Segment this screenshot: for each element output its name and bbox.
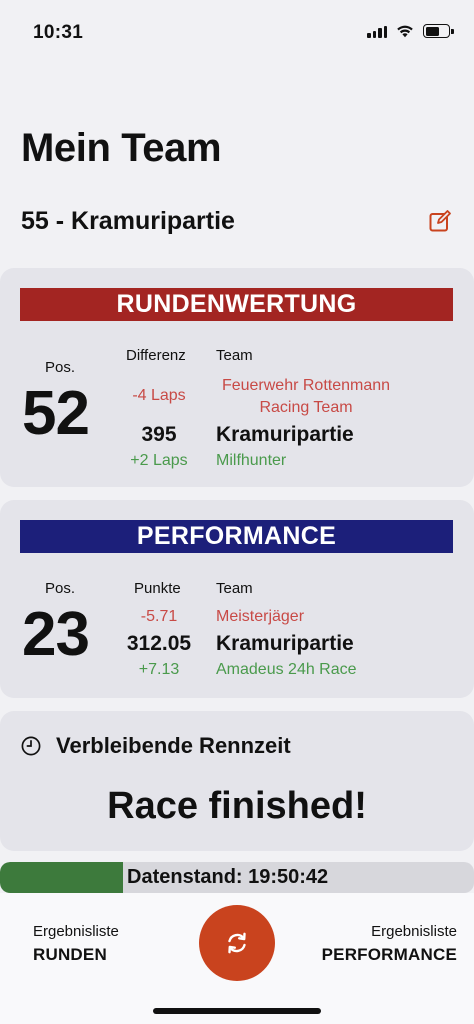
rounds-below-team: Milfhunter: [216, 452, 287, 469]
results-rounds-link[interactable]: Ergebnisliste RUNDEN: [33, 923, 119, 965]
refresh-button[interactable]: [199, 905, 275, 981]
signal-icon: [367, 24, 387, 38]
performance-own-team: Kramuripartie: [216, 632, 354, 655]
rounds-card: RUNDENWERTUNG Pos. 52 Differenz Team -4 …: [0, 268, 474, 487]
data-status-label: Datenstand: 19:50:42: [127, 866, 329, 888]
rounds-above-team: Feuerwehr Rottenmann Racing Team: [216, 375, 396, 419]
results-rounds-small: Ergebnisliste: [33, 923, 119, 940]
performance-above-team: Meisterjäger: [216, 608, 305, 625]
performance-own-value: 312.05: [126, 632, 192, 655]
data-status-bar: Datenstand: 19:50:42: [0, 862, 474, 893]
rounds-own-value: 395: [141, 423, 177, 446]
team-name: 55 - Kramuripartie: [21, 207, 235, 235]
results-performance-link[interactable]: Ergebnisliste PERFORMANCE: [322, 923, 457, 965]
rounds-pos-value: 52: [22, 379, 90, 448]
results-rounds-big: RUNDEN: [33, 945, 107, 964]
battery-fill: [425, 26, 439, 36]
battery-icon: [423, 24, 454, 38]
race-time-card: Verbleibende Rennzeit Race finished!: [0, 711, 474, 851]
performance-pos-value: 23: [22, 600, 90, 669]
rounds-above-team-line1: Feuerwehr Rottenmann: [221, 377, 391, 394]
rounds-col-team: Team: [216, 347, 253, 364]
rounds-above-diff: -4 Laps: [132, 387, 186, 404]
refresh-icon: [228, 932, 246, 954]
edit-icon[interactable]: [428, 209, 452, 233]
performance-below-diff: +7.13: [138, 661, 180, 678]
status-time: 10:31: [33, 22, 84, 43]
rounds-own-team: Kramuripartie: [216, 423, 354, 446]
performance-banner: PERFORMANCE: [20, 520, 453, 553]
race-status: Race finished!: [107, 785, 367, 827]
results-performance-big: PERFORMANCE: [321, 945, 457, 964]
data-status-fill: [0, 862, 124, 893]
performance-pos-label: Pos.: [45, 580, 76, 597]
page-title: Mein Team: [21, 126, 222, 170]
status-bar: 10:31: [0, 0, 474, 64]
rounds-pos-label: Pos.: [45, 359, 76, 376]
rounds-above-team-line2: Racing Team: [259, 399, 353, 416]
home-indicator[interactable]: [153, 1008, 321, 1014]
rounds-below-diff: +2 Laps: [130, 452, 188, 469]
results-performance-small: Ergebnisliste: [371, 923, 457, 940]
performance-above-diff: -5.71: [140, 608, 178, 625]
rounds-banner: RUNDENWERTUNG: [20, 288, 453, 321]
performance-col-points: Punkte: [134, 580, 181, 597]
performance-below-team: Amadeus 24h Race: [216, 661, 357, 678]
status-icons: [367, 24, 454, 38]
clock-icon: [21, 736, 41, 756]
rounds-col-diff: Differenz: [126, 347, 186, 364]
performance-col-team: Team: [216, 580, 253, 597]
wifi-icon: [397, 25, 413, 38]
performance-card: PERFORMANCE Pos. 23 Punkte Team -5.71 Me…: [0, 500, 474, 698]
race-time-title: Verbleibende Rennzeit: [56, 733, 291, 758]
bottom-nav: Ergebnisliste RUNDEN Ergebnisliste PERFO…: [0, 893, 474, 1024]
